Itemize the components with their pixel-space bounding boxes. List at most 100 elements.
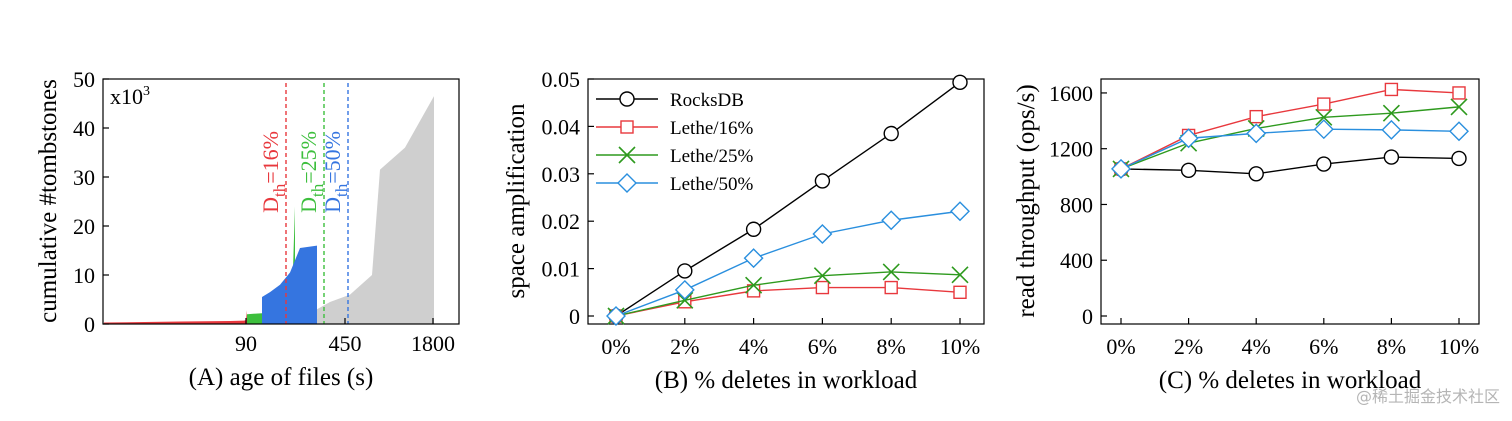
data-point (953, 285, 967, 299)
x-ticks-b: 0% 2% 4% 6% 8% 10% (601, 318, 980, 359)
series-rocksdb (608, 74, 968, 324)
y-ticks-a: 0 10 20 30 40 50 (73, 67, 109, 337)
y-tick-label: 800 (1060, 192, 1093, 217)
y-tick-label: 0.02 (542, 209, 581, 234)
series-line (1120, 128, 1460, 170)
data-point (952, 74, 968, 91)
plot-frame-b (587, 78, 985, 325)
data-point (1246, 123, 1267, 144)
y-ticks-b: 0 0.01 0.02 0.03 0.04 0.05 (542, 67, 594, 329)
data-point (1111, 158, 1131, 179)
legend-item: Lethe/50% (596, 173, 754, 195)
x-tick-label: 8% (877, 334, 906, 359)
y-ticks-c: 0 400 800 1200 1600 (1049, 81, 1107, 329)
series-line (1120, 156, 1460, 175)
data-point (743, 248, 764, 269)
legend-marker (619, 91, 635, 107)
data-point (1384, 82, 1399, 97)
y-tick-label-a: 10 (73, 263, 95, 288)
x-axis-label-b: (B) % deletes in workload (655, 367, 918, 394)
series-lethe-16- (609, 280, 967, 323)
data-point (1315, 108, 1333, 126)
y-tick-label: 400 (1060, 248, 1093, 273)
y-tick-label: 0.03 (542, 162, 581, 187)
data-point (812, 224, 833, 244)
series-c (1111, 82, 1469, 182)
threshold-label: Dth=25% (296, 131, 327, 213)
series-lethe-16- (1114, 82, 1466, 176)
legend-marker (620, 120, 634, 134)
legend-label: Lethe/16% (670, 118, 754, 139)
tombstone-region (262, 245, 317, 324)
series-lethe-50- (606, 201, 970, 326)
data-point (674, 279, 695, 300)
chart-b: 0 0.01 0.02 0.03 0.04 0.05 0% 2% 4% 6% 8% 10% Rock… (503, 67, 985, 394)
data-point (951, 266, 969, 284)
chart-c: 0 400 800 1200 1600 0% 2% 4% 6% 8% 10% (C) % dele… (1013, 78, 1480, 394)
x-tick-label-a: 90 (235, 331, 257, 356)
data-point (745, 221, 762, 237)
legend-item: Lethe/25% (596, 146, 754, 167)
tombstone-regions (104, 96, 434, 325)
data-point (606, 306, 626, 326)
data-point (813, 267, 831, 285)
y-tick-label-a: 30 (73, 165, 95, 190)
y-tick-label-a: 20 (73, 214, 95, 239)
x-tick-label: 0% (601, 334, 630, 359)
legend-marker (618, 146, 636, 164)
y-tick-label: 0.01 (542, 257, 581, 282)
x-tick-label: 6% (808, 334, 837, 359)
legend-label: RocksDB (670, 90, 744, 111)
legend-label: Lethe/25% (670, 146, 754, 167)
data-point (1317, 97, 1331, 111)
y-tick-label-a: 50 (73, 67, 95, 92)
data-point (1450, 98, 1468, 116)
threshold-lines: Dth=16%Dth=25%Dth=50% (258, 83, 351, 324)
x-ticks-a: 90 450 1800 (235, 318, 455, 356)
y-axis-label-b: space amplification (503, 103, 530, 299)
data-point (1451, 150, 1467, 167)
series-lethe-50- (1111, 119, 1469, 179)
y-axis-label-a: cumulative #tombstones (35, 79, 62, 323)
data-point (1316, 156, 1332, 172)
series-line (615, 210, 961, 317)
series-line (1120, 88, 1460, 170)
tombstone-region (104, 310, 247, 324)
threshold-label: Dth=50% (320, 131, 351, 213)
legend-item: RocksDB (596, 90, 744, 111)
data-point (884, 280, 898, 295)
x-tick-label: 2% (670, 334, 699, 359)
y-tick-label: 0 (1082, 304, 1093, 329)
x-tick-label: 4% (1242, 334, 1271, 359)
legend-marker (617, 173, 637, 193)
x-axis-label-a: (A) age of files (s) (189, 364, 374, 391)
y-tick-label: 0.04 (542, 114, 581, 139)
x-tick-label: 0% (1106, 334, 1135, 359)
y-tick-label: 1600 (1049, 81, 1093, 106)
data-point (1180, 162, 1197, 179)
y-tick-label-a: 40 (73, 116, 95, 141)
x-tick-label: 10% (1439, 334, 1479, 359)
legend: RocksDB Lethe/16% Lethe/25% Lethe/50% (596, 90, 754, 195)
data-point (745, 276, 763, 294)
data-point (1178, 128, 1199, 149)
series-line (615, 271, 961, 317)
y-tick-label: 0.05 (542, 67, 581, 92)
y-tick-label-a: 0 (84, 312, 95, 337)
x-tick-label: 4% (739, 334, 768, 359)
x-tick-label: 8% (1377, 334, 1406, 359)
multiplier-label: x103 (110, 84, 150, 109)
x-tick-label: 2% (1174, 334, 1203, 359)
data-point (1313, 119, 1334, 140)
watermark: @稀土掘金技术社区 (1355, 387, 1500, 406)
data-point (1452, 86, 1466, 100)
data-point (676, 291, 694, 309)
x-tick-label: 6% (1309, 334, 1338, 359)
tombstone-region (317, 96, 434, 325)
series-b (606, 74, 970, 326)
data-point (1382, 104, 1400, 122)
series-lethe-25- (607, 263, 969, 325)
x-tick-label: 10% (940, 334, 980, 359)
data-point (677, 263, 693, 279)
data-point (815, 280, 830, 295)
